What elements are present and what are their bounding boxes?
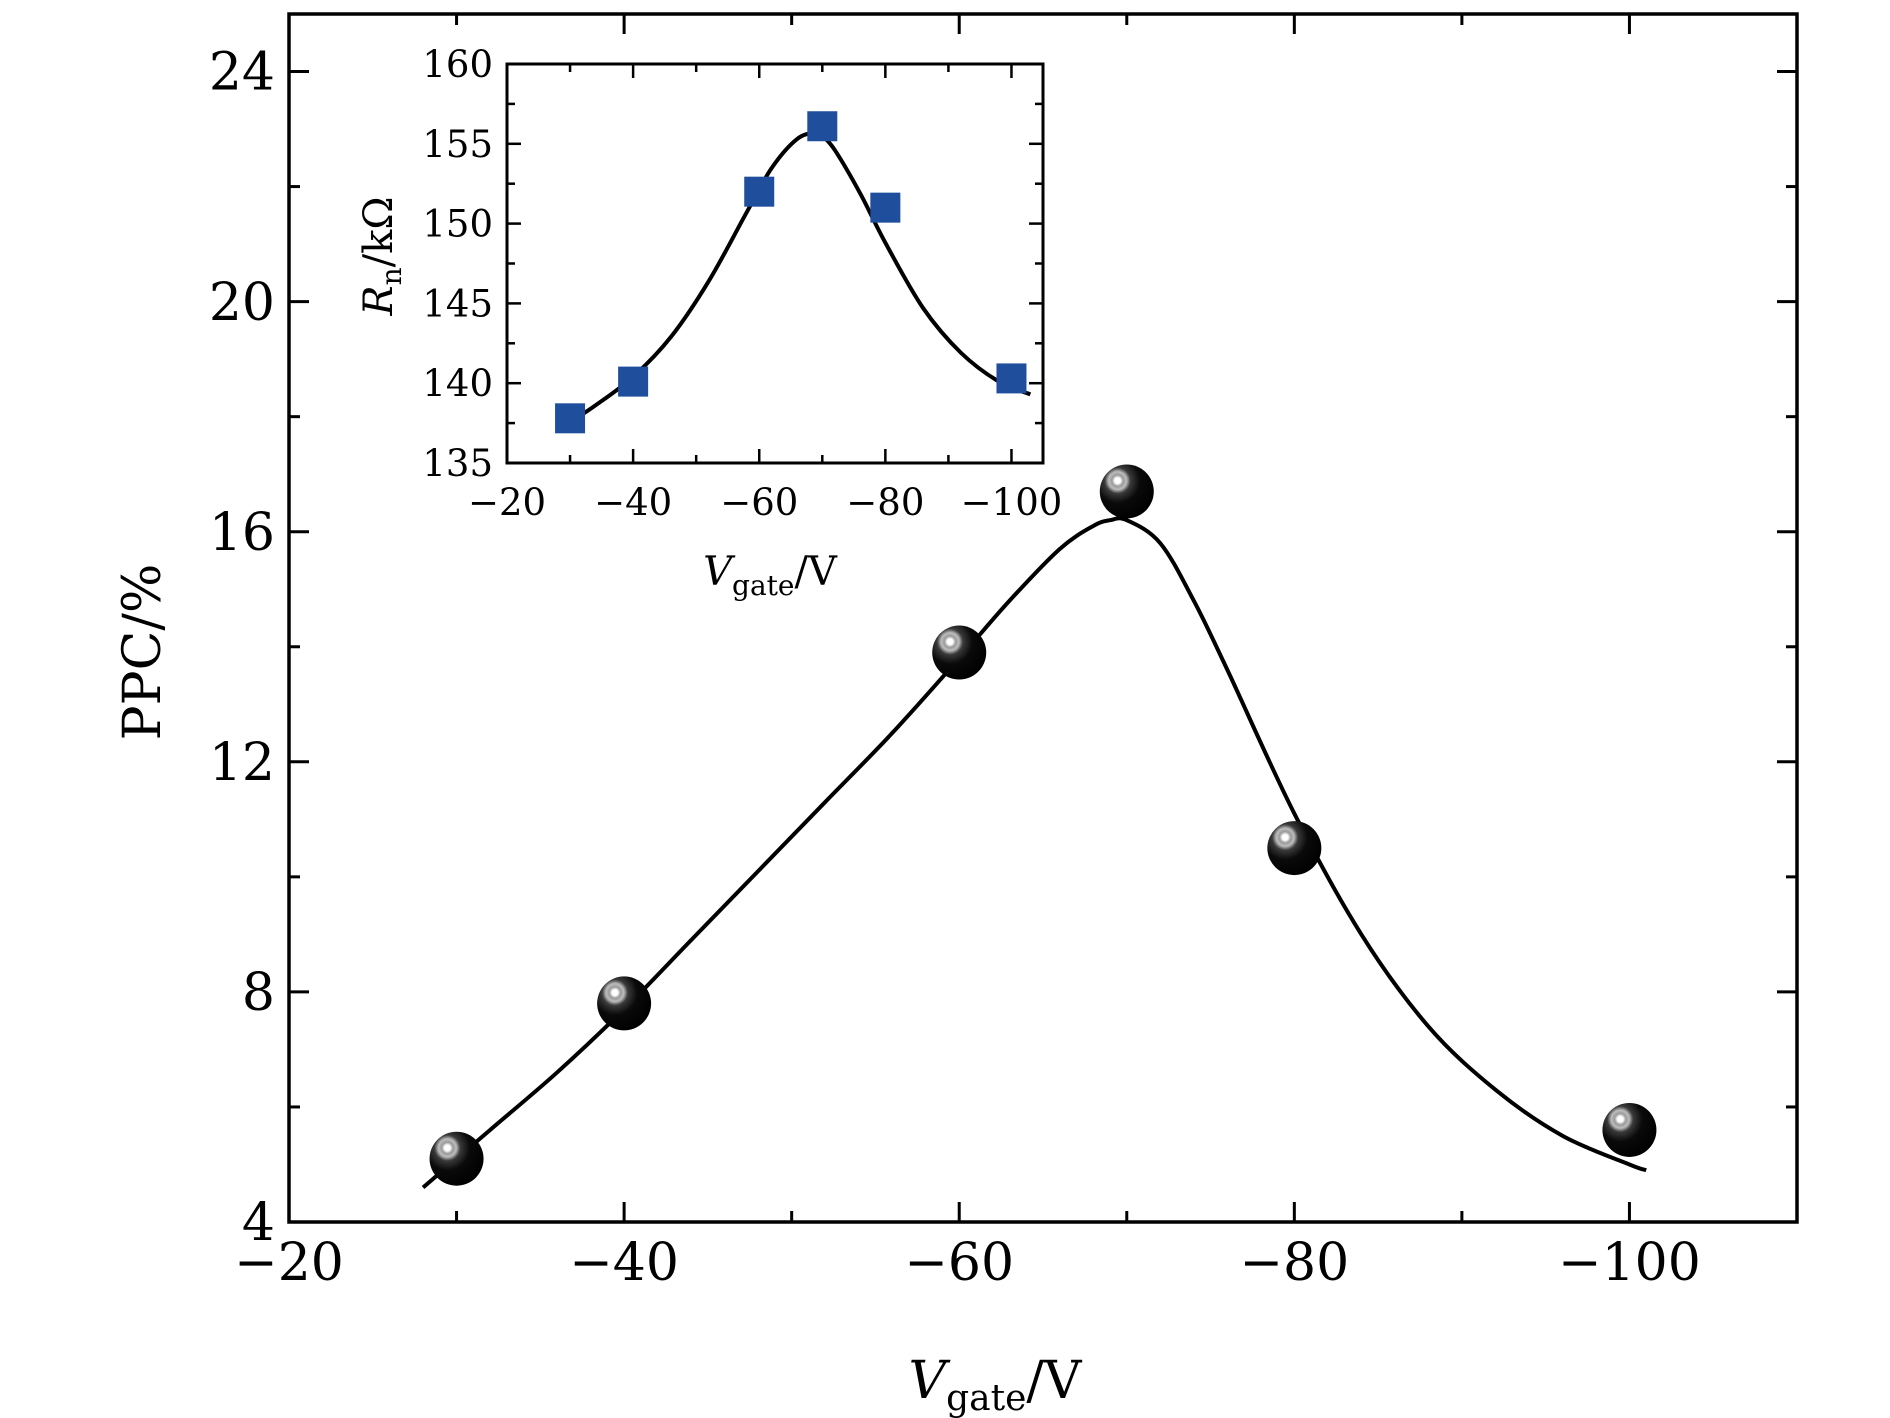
y-tick-label: 155 [422, 123, 493, 166]
data-point [996, 363, 1027, 394]
inset-data-points [555, 111, 1027, 434]
x-tick-label: −40 [569, 1233, 679, 1293]
y-tick-label: 20 [209, 273, 275, 333]
inset-x-axis-title: Vgate/V [703, 549, 838, 602]
x-tick-label: −80 [1239, 1233, 1349, 1293]
data-point [555, 403, 586, 434]
y-tick-label: 16 [209, 503, 275, 563]
y-tick-label: 8 [242, 963, 275, 1023]
x-tick-label: −60 [904, 1233, 1014, 1293]
data-point [618, 366, 649, 397]
main-plot-frame [287, 12, 1799, 1224]
inset-major-ticks [505, 62, 1043, 465]
main-y-tick-labels: 4 8 12 16 20 24 [209, 43, 275, 1253]
data-point [1602, 1102, 1657, 1157]
data-point [1267, 821, 1322, 876]
inset-plot-frame [505, 62, 1045, 465]
inset-y-axis-title-sub: n [375, 267, 408, 285]
y-tick-label: 150 [422, 203, 493, 246]
data-point [597, 976, 652, 1031]
main-data-points [429, 464, 1657, 1186]
inset-plot: −20 −40 −60 −80 −100 135 140 145 150 155 160 Vgat… [356, 43, 1062, 602]
x-tick-label: −80 [846, 481, 924, 524]
x-tick-label: −40 [594, 481, 672, 524]
data-point [744, 176, 775, 207]
inset-y-axis-title: Rn/kΩ [356, 196, 408, 316]
y-tick-label: 4 [242, 1193, 275, 1253]
data-point [807, 111, 838, 142]
x-tick-label: −20 [468, 481, 546, 524]
main-fit-curve [421, 516, 1647, 1190]
x-tick-label: −100 [961, 481, 1063, 524]
y-tick-label: 145 [422, 282, 493, 325]
inset-y-axis-title-unit: /kΩ [356, 196, 402, 267]
main-x-axis-title-sub: gate [946, 1378, 1026, 1418]
data-point [870, 192, 901, 223]
data-point [429, 1131, 484, 1186]
main-x-axis-title-main: V [909, 1351, 951, 1411]
y-tick-label: 135 [422, 442, 493, 485]
y-tick-label: 24 [209, 43, 275, 103]
x-tick-label: −20 [234, 1233, 344, 1293]
main-x-axis-title-unit: /V [1026, 1351, 1083, 1411]
inset-y-axis-title-main: R [356, 285, 402, 316]
main-y-axis-title: PPC/% [113, 564, 173, 741]
x-tick-label: −60 [720, 481, 798, 524]
inset-x-axis-title-unit: /V [794, 549, 837, 595]
x-tick-label: −100 [1558, 1233, 1701, 1293]
data-point [932, 625, 987, 680]
data-point [1099, 464, 1154, 519]
main-x-axis-title: Vgate/V [909, 1351, 1083, 1418]
main-plot: −20 −40 −60 −80 −100 4 8 12 16 20 24 Vgate/V PPC/… [113, 12, 1799, 1418]
y-tick-label: 12 [209, 733, 275, 793]
inset-x-tick-labels: −20 −40 −60 −80 −100 [468, 481, 1062, 524]
inset-x-axis-title-main: V [703, 549, 736, 595]
y-tick-label: 140 [422, 362, 493, 405]
inset-background [507, 64, 1043, 463]
inset-x-axis-title-sub: gate [732, 569, 794, 602]
inset-y-tick-labels: 135 140 145 150 155 160 [422, 43, 493, 485]
main-x-tick-labels: −20 −40 −60 −80 −100 [234, 1233, 1701, 1293]
y-tick-label: 160 [422, 43, 493, 86]
main-minor-ticks [289, 14, 1797, 1222]
